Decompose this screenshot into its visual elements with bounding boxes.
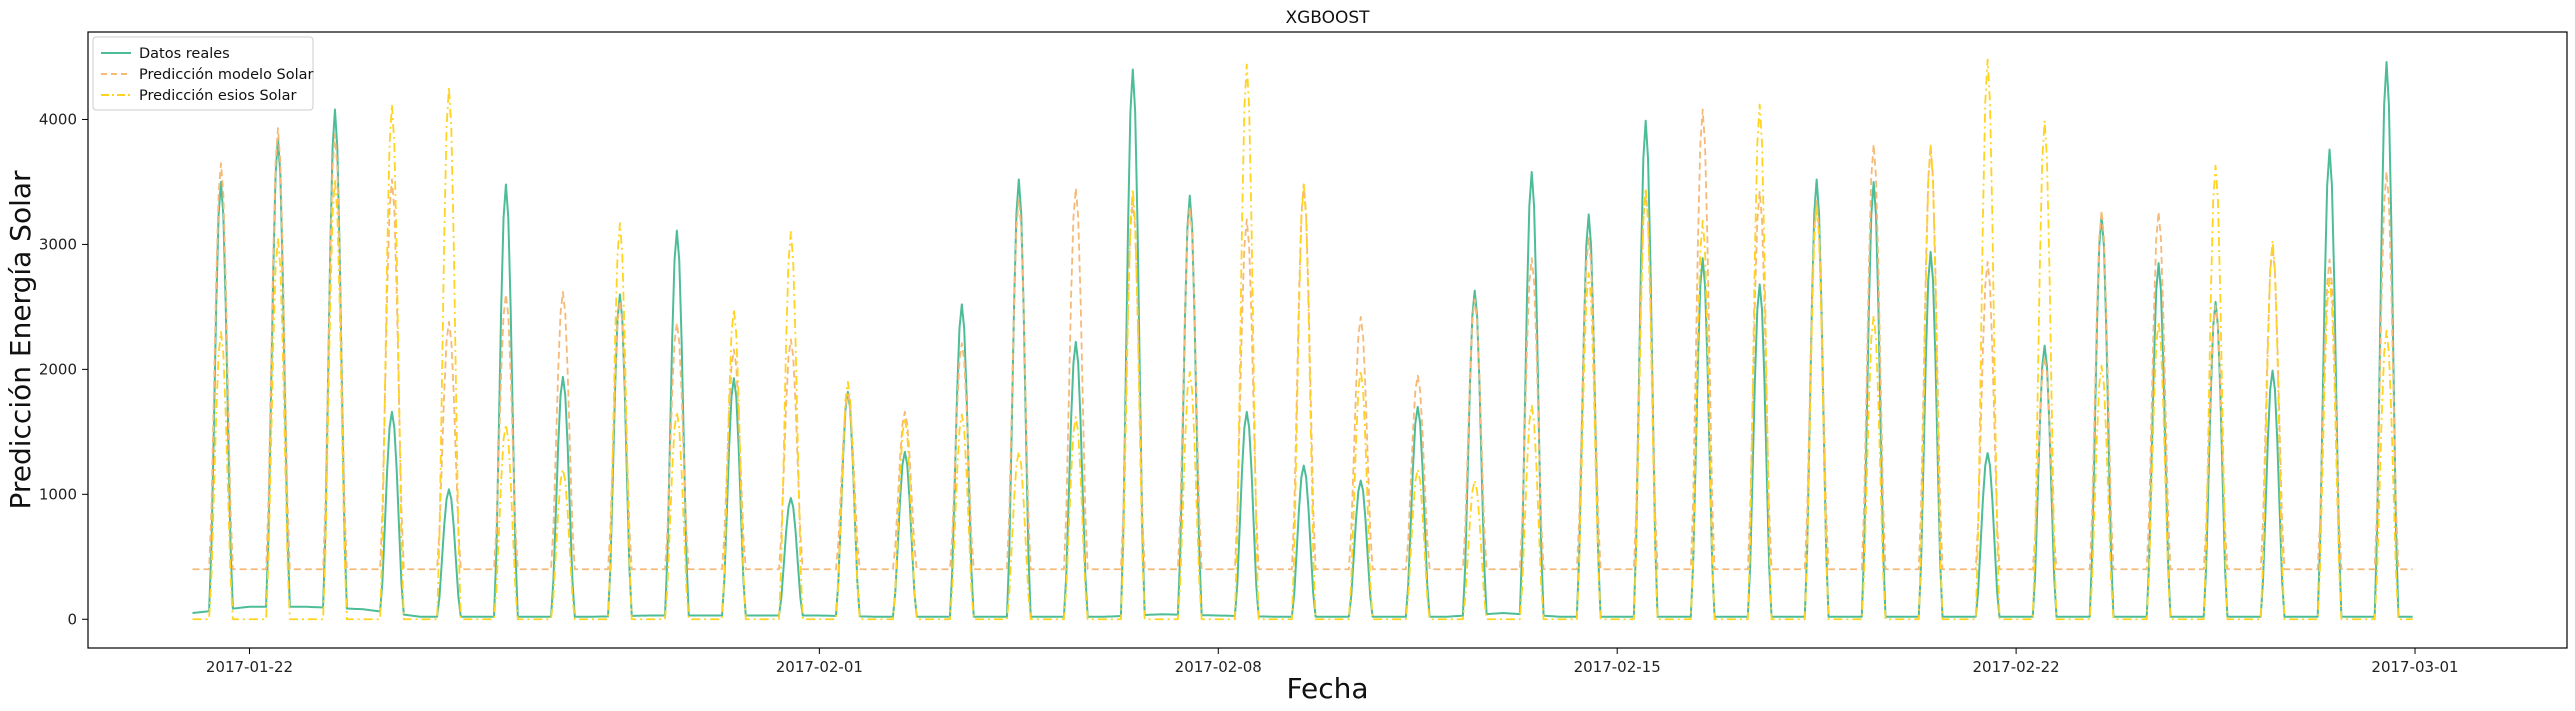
x-axis: 2017-01-22 2017-02-01 2017-02-08 2017-02-15…: [206, 648, 2459, 676]
y-tick-label: 3000: [39, 235, 77, 253]
legend-label: Datos reales: [139, 46, 230, 62]
plot-frame: [87, 31, 2568, 649]
x-tick-label: 2017-02-15: [1574, 658, 1661, 676]
x-tick-label: 2017-02-08: [1175, 658, 1262, 676]
y-tick-label: 2000: [39, 360, 77, 378]
y-tick-label: 0: [67, 610, 77, 628]
series-line-2: [192, 108, 2413, 571]
x-tick-label: 2017-01-22: [206, 658, 293, 676]
x-tick-label: 2017-03-01: [2371, 658, 2458, 676]
series-layer: [192, 58, 2413, 621]
legend-box: [92, 36, 314, 111]
y-axis-label: Predicción Energía Solar: [4, 170, 37, 510]
series-line-3: [192, 58, 2413, 621]
x-axis-label: Fecha: [1286, 672, 1368, 705]
y-tick-label: 1000: [39, 485, 77, 503]
legend-label: Predicción modelo Solar: [139, 67, 314, 83]
chart-title: XGBOOST: [1285, 8, 1370, 28]
legend-label: Predicción esios Solar: [139, 88, 296, 104]
series-line-1: [192, 60, 2413, 618]
legend: Datos reales Predicción modelo Solar Predi…: [92, 36, 314, 111]
x-tick-label: 2017-02-01: [776, 658, 863, 676]
y-tick-label: 4000: [39, 110, 77, 128]
x-tick-label: 2017-02-22: [1973, 658, 2060, 676]
y-axis: 0 1000 2000 3000 4000: [39, 110, 88, 628]
